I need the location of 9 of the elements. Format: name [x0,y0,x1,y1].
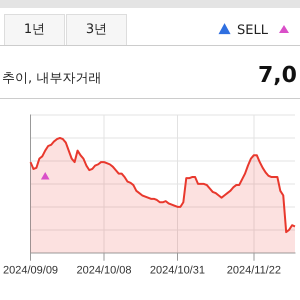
x-tick-label: 2024/10/31 [150,264,205,276]
legend-label: SELL [237,22,269,38]
x-tick-label: 2024/09/09 [2,264,58,276]
text: 1년 [4,14,65,45]
x-tick-label: 2024/11/22 [226,264,281,276]
chart-subtitle: 7,0 [258,63,297,88]
text: 3년 [66,14,127,45]
chart-title: 추이, 내부자거래 [2,70,102,87]
x-tick-label: 2024/10/08 [76,264,132,276]
